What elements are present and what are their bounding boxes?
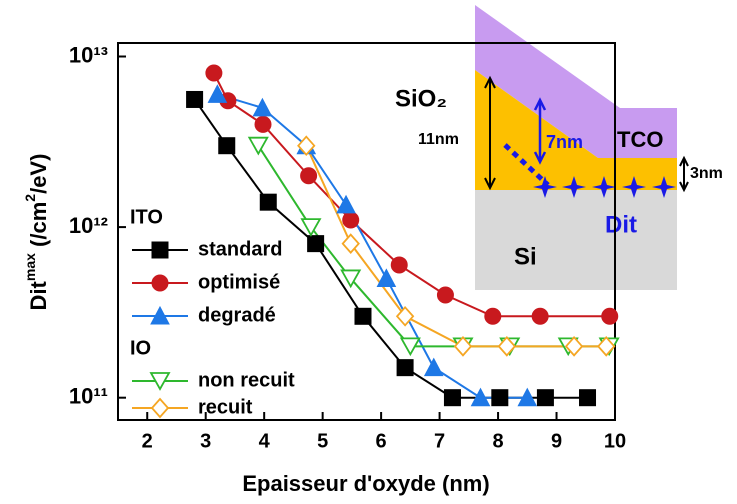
- legend-label: degradé: [198, 304, 276, 326]
- legend-label: recuit: [198, 396, 253, 418]
- y-label-unit-sup: 2: [22, 194, 38, 202]
- y-tick-label: 10¹²: [69, 213, 108, 238]
- legend-label: standard: [198, 238, 282, 260]
- x-tick-label: 5: [317, 430, 328, 452]
- marker: [150, 305, 170, 325]
- marker: [342, 211, 360, 229]
- plot-frame: [117, 42, 616, 421]
- dit-stars: [533, 176, 676, 198]
- marker: [497, 335, 517, 357]
- marker: [453, 335, 473, 357]
- marker: [340, 269, 362, 289]
- legend-label: non recuit: [198, 369, 295, 391]
- x-tick-label: 4: [259, 430, 271, 452]
- marker: [218, 137, 236, 155]
- marker: [443, 389, 461, 407]
- marker: [531, 307, 549, 325]
- marker: [205, 64, 223, 82]
- marker: [252, 97, 273, 117]
- marker: [601, 307, 619, 325]
- marker: [151, 241, 169, 259]
- oxide-layer: [475, 70, 677, 190]
- arrows: [484, 75, 689, 193]
- marker: [307, 235, 325, 253]
- marker: [395, 305, 415, 327]
- marker: [354, 307, 372, 325]
- marker: [254, 115, 272, 133]
- marker: [517, 387, 538, 407]
- marker: [150, 397, 170, 419]
- legend-label: optimisé: [198, 271, 280, 293]
- y-label-sup: max: [22, 253, 38, 281]
- marker: [597, 335, 616, 357]
- inset: SiO₂ 11nm 7nm TCO 3nm Dit Si: [395, 5, 723, 290]
- marker: [297, 135, 316, 157]
- marker: [423, 357, 444, 377]
- y-label-base: Dit: [26, 280, 51, 310]
- marker: [470, 387, 491, 407]
- marker: [491, 389, 509, 407]
- marker: [484, 307, 502, 325]
- marker: [259, 193, 277, 211]
- thick-label: 11nm: [418, 131, 459, 148]
- x-tick-label: 7: [434, 430, 445, 452]
- x-tick-label: 8: [492, 430, 503, 452]
- marker: [207, 84, 228, 103]
- marker: [579, 389, 597, 407]
- x-tick-label: 6: [376, 430, 387, 452]
- marker: [300, 218, 322, 237]
- x-tick-label: 3: [200, 430, 211, 452]
- tco-label: TCO: [617, 127, 663, 152]
- marker: [536, 389, 554, 407]
- marker: [151, 274, 169, 292]
- x-tick-label: 9: [551, 430, 562, 452]
- gap-label: 3nm: [690, 165, 723, 182]
- marker: [564, 335, 584, 357]
- legend-group: ITO: [130, 206, 163, 228]
- thin-label: 7nm: [546, 132, 583, 152]
- marker: [399, 337, 421, 357]
- sio2-label: SiO₂: [395, 85, 447, 112]
- interface-dots: [503, 143, 550, 187]
- y-axis-label: Ditmax (/cm2/eV): [22, 154, 51, 311]
- marker: [247, 136, 269, 156]
- x-tick-label: 2: [142, 430, 153, 452]
- series-line: [212, 72, 610, 318]
- si-label: Si: [514, 243, 537, 270]
- marker: [149, 372, 171, 391]
- si-layer: [475, 190, 677, 290]
- marker: [390, 256, 408, 274]
- x-axis-label: Epaisseur d'oxyde (nm): [242, 471, 489, 496]
- marker: [396, 359, 414, 377]
- marker: [376, 268, 397, 287]
- marker: [436, 286, 454, 304]
- dit-label: Dit: [605, 211, 637, 238]
- y-tick-label: 10¹¹: [69, 384, 108, 409]
- y-tick-label: 10¹³: [69, 42, 108, 67]
- marker: [341, 233, 360, 254]
- blue-arrow: [533, 97, 547, 165]
- marker: [186, 90, 204, 108]
- y-label-unit-end: /eV): [26, 154, 51, 194]
- marker: [300, 167, 318, 185]
- marker: [336, 194, 356, 214]
- legend-group: IO: [130, 337, 151, 359]
- y-label-unit: (/cm: [26, 202, 51, 253]
- x-tick-label: 10: [604, 430, 626, 452]
